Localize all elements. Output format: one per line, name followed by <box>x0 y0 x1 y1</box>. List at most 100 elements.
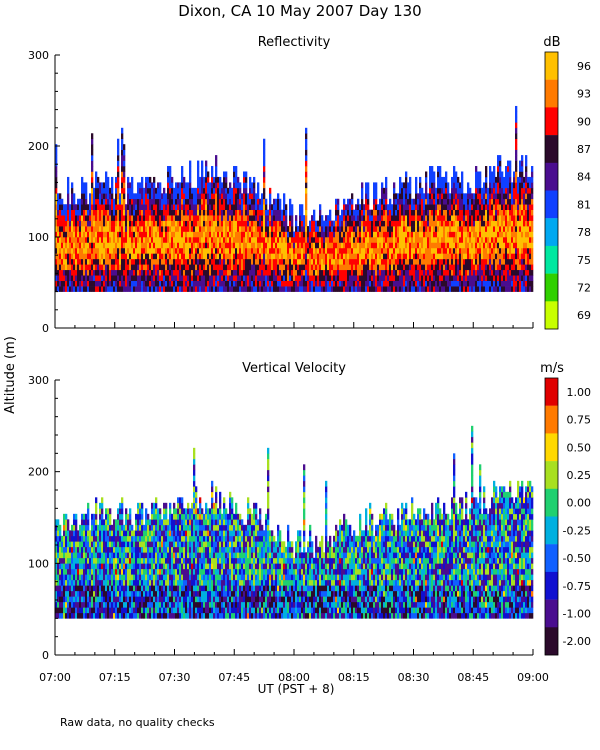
data-cell <box>79 524 82 531</box>
data-cell <box>83 269 86 276</box>
data-cell <box>363 253 366 260</box>
data-cell <box>189 204 192 210</box>
data-cell <box>61 590 64 597</box>
data-cell <box>147 247 150 254</box>
data-cell <box>437 231 440 238</box>
data-cell <box>375 286 378 292</box>
data-cell <box>135 253 138 260</box>
data-cell <box>369 247 372 254</box>
data-cell <box>491 275 494 281</box>
data-cell <box>143 187 146 194</box>
data-cell <box>513 220 516 227</box>
data-cell <box>357 204 360 210</box>
data-cell <box>449 231 452 238</box>
data-cell <box>243 193 246 200</box>
data-cell <box>81 220 84 227</box>
data-cell <box>435 242 438 249</box>
data-cell <box>111 220 114 227</box>
data-cell <box>93 187 96 194</box>
data-cell <box>79 209 82 216</box>
data-cell <box>381 209 384 216</box>
data-cell <box>509 171 512 178</box>
data-cell <box>471 220 474 227</box>
data-cell <box>465 286 468 292</box>
data-cell <box>57 242 60 249</box>
data-cell <box>263 155 266 161</box>
data-cell <box>311 215 314 221</box>
data-cell <box>427 286 430 292</box>
data-cell <box>235 247 238 254</box>
data-cell <box>123 286 126 292</box>
data-cell <box>435 258 438 265</box>
data-cell <box>461 187 464 194</box>
data-cell <box>201 171 204 178</box>
data-cell <box>281 226 284 232</box>
data-cell <box>169 280 172 287</box>
data-cell <box>79 557 82 564</box>
data-cell <box>475 253 478 260</box>
data-cell <box>433 275 436 281</box>
data-cell <box>341 231 344 238</box>
data-cell <box>135 247 138 254</box>
data-cell <box>305 258 308 265</box>
data-cell <box>485 171 488 178</box>
data-cell <box>71 590 74 597</box>
data-cell <box>313 226 316 232</box>
data-cell <box>359 220 362 227</box>
data-cell <box>63 596 66 603</box>
data-cell <box>407 215 410 221</box>
data-cell <box>129 198 132 205</box>
data-cell <box>181 275 184 281</box>
data-cell <box>55 204 58 210</box>
data-cell <box>229 220 232 227</box>
data-cell <box>265 275 268 281</box>
data-cell <box>255 258 258 265</box>
data-cell <box>113 258 116 265</box>
data-cell <box>341 209 344 216</box>
data-cell <box>515 193 518 200</box>
data-cell <box>453 258 456 265</box>
data-cell <box>221 198 224 205</box>
data-cell <box>311 226 314 232</box>
data-cell <box>471 253 474 260</box>
data-cell <box>213 231 216 238</box>
data-cell <box>235 237 238 243</box>
data-cell <box>261 220 264 227</box>
data-cell <box>393 204 396 210</box>
data-cell <box>451 198 454 205</box>
data-cell <box>439 187 442 194</box>
data-cell <box>77 280 80 287</box>
data-cell <box>87 269 90 276</box>
data-cell <box>57 530 60 537</box>
data-cell <box>443 198 446 205</box>
data-cell <box>263 264 266 271</box>
data-cell <box>71 280 74 287</box>
data-cell <box>337 226 340 232</box>
data-cell <box>493 258 496 265</box>
data-cell <box>339 226 342 232</box>
data-cell <box>227 269 230 276</box>
data-cell <box>189 231 192 238</box>
data-cell <box>273 253 276 260</box>
colorbar-swatch <box>545 52 558 80</box>
data-cell <box>481 187 484 194</box>
data-cell <box>427 204 430 210</box>
data-cell <box>483 198 486 205</box>
data-cell <box>345 247 348 254</box>
data-cell <box>169 171 172 178</box>
data-cell <box>179 220 182 227</box>
data-cell <box>529 226 532 232</box>
data-cell <box>433 226 436 232</box>
data-cell <box>81 275 84 281</box>
data-cell <box>161 269 164 276</box>
data-cell <box>117 264 120 271</box>
data-cell <box>431 286 434 292</box>
data-cell <box>155 187 158 194</box>
data-cell <box>255 264 258 271</box>
data-cell <box>441 253 444 260</box>
data-cell <box>489 204 492 210</box>
data-cell <box>447 204 450 210</box>
data-cell <box>433 220 436 227</box>
data-cell <box>59 231 62 238</box>
data-cell <box>409 286 412 292</box>
